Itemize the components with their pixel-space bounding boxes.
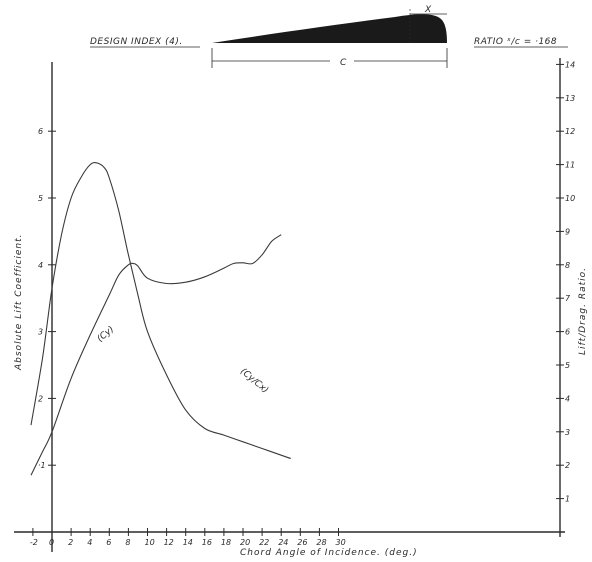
thickness-label: X [424,5,432,15]
x-tick-label: 14 [183,538,193,547]
y-right-tick-label: 11 [565,161,575,170]
y-right-tick-label: 10 [565,194,575,203]
x-tick-label: 6 [106,538,111,547]
y-left-tick-label: ·1 [38,461,46,470]
x-tick-label: 20 [240,538,250,547]
y-right-tick-label: 13 [565,94,575,103]
x-tick-label: 4 [87,538,92,547]
y-right-tick-label: 14 [565,60,575,69]
x-tick-label: 8 [125,538,130,547]
x-tick-label: 16 [202,538,212,547]
y-right-tick-label: 6 [565,328,570,337]
y-right-tick-label: 2 [565,461,570,470]
lift-drag-ratio-curve [30,162,291,460]
y-right-tick-label: 8 [565,261,570,270]
curve-group [30,162,291,476]
x-tick-label: 10 [145,538,155,547]
x-tick-label: -2 [30,538,38,547]
y-right-tick-label: 4 [565,394,570,403]
x-tick-label: 0 [49,538,54,547]
y-right-tick-label: 3 [565,428,570,437]
cy-curve-label: (Cy) [96,325,117,345]
airfoil-profile [212,14,447,43]
y-right-tick-label: 9 [565,227,570,236]
y-right-tick-label: 5 [565,361,570,370]
y-right-tick-label: 7 [565,294,571,303]
cycx-curve-label: (Cy/Cx) [238,367,270,396]
x-tick-label: 18 [221,538,231,547]
y-axis-left-title: Absolute Lift Coefficient. [14,233,24,371]
y-left-tick-label: 6 [38,127,43,136]
x-tick-label: 22 [259,538,269,547]
y-right-tick-label: 12 [565,127,575,136]
y-axis-right-title: Lift/Drag. Ratio. [578,267,588,355]
tick-group: -2 0 2 4 6 8 10 12 14 16 18 20 22 24 26 28 30·1234561234… [30,60,575,547]
y-right-tick-label: 1 [565,495,570,504]
ratio-label: RATIO ˣ/c = ·168 [474,37,557,47]
y-left-tick-label: 3 [38,328,43,337]
x-tick-label: 2 [68,538,73,547]
design-index-label: DESIGN INDEX (4). [90,37,183,47]
x-tick-label: 28 [316,538,326,547]
x-axis-title: Chord Angle of Incidence. (deg.) [240,548,418,558]
chord-label: C [340,58,347,68]
y-left-tick-label: 2 [38,394,43,403]
lift-coefficient-curve [30,234,282,476]
x-tick-label: 24 [278,538,288,547]
x-tick-label: 26 [297,538,307,547]
y-left-tick-label: 4 [38,261,43,270]
x-tick-label: 30 [336,538,346,547]
x-tick-label: 12 [164,538,174,547]
y-left-tick-label: 5 [38,194,43,203]
